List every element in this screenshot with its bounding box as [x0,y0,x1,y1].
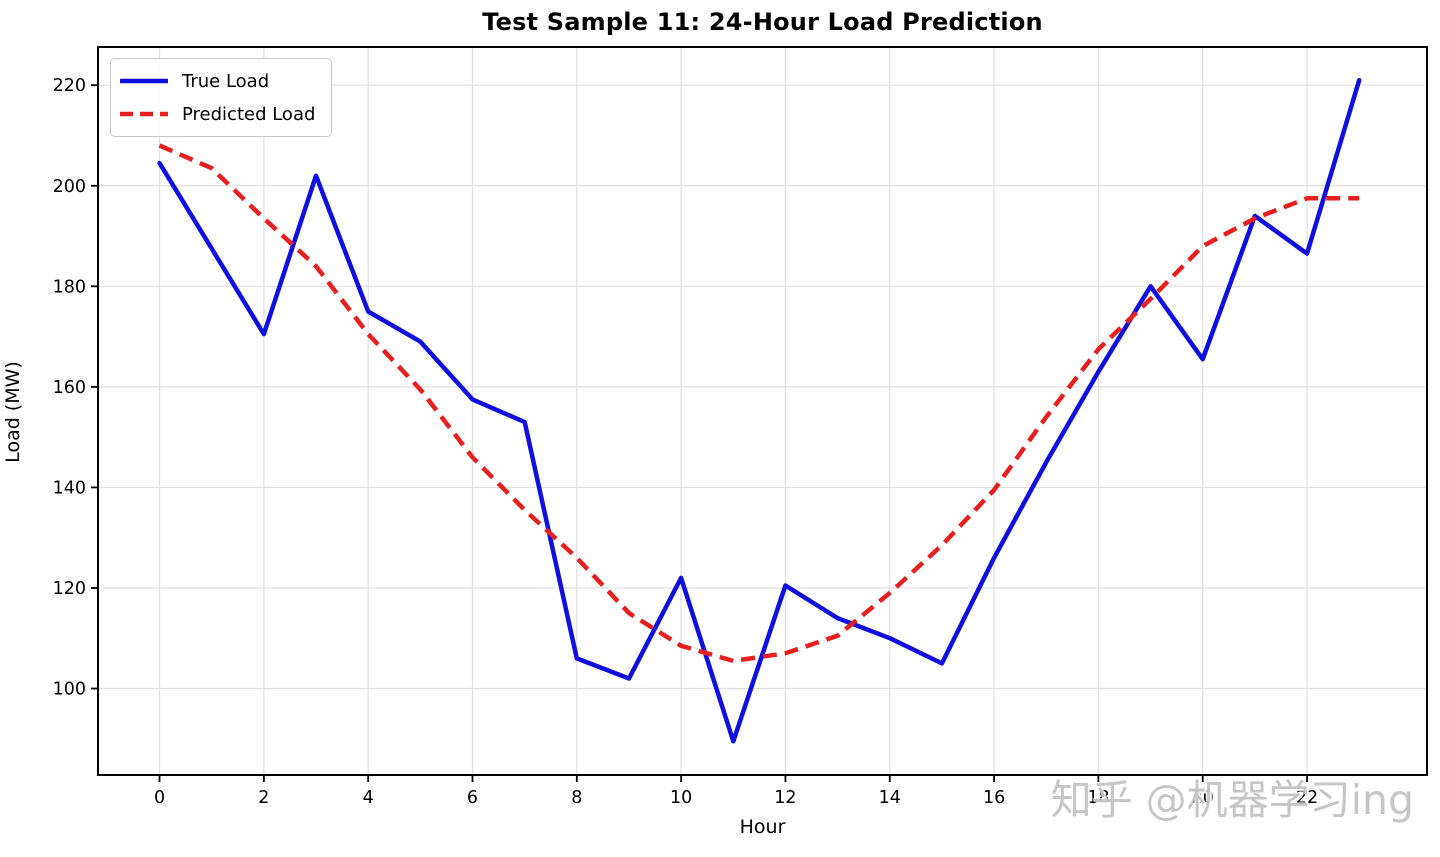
x-tick-label: 0 [154,788,165,808]
x-tick-label: 4 [363,788,374,808]
x-tick-label: 12 [774,788,796,808]
y-tick-label: 160 [53,378,86,398]
legend-item-true-load: True Load [120,68,315,94]
predicted-load-line-sample-icon [120,111,168,117]
y-tick-label: 180 [53,277,86,297]
x-axis-label: Hour [739,816,786,838]
x-tick-label: 18 [1087,788,1109,808]
y-tick-label: 100 [53,680,86,700]
y-tick-label: 120 [53,579,86,599]
x-tick-label: 2 [258,788,269,808]
x-tick-label: 16 [983,788,1005,808]
true-load-line-sample-icon [120,78,168,84]
legend-label-true-load: True Load [182,70,270,92]
legend-item-predicted-load: Predicted Load [120,101,315,127]
x-tick-label: 22 [1296,788,1318,808]
axes-spines [97,46,1428,776]
x-tick-label: 10 [670,788,692,808]
x-tick-label: 20 [1192,788,1214,808]
y-tick-label: 200 [53,177,86,197]
x-tick-label: 14 [879,788,901,808]
true-load-line [157,77,1362,744]
x-tick-label: 8 [571,788,582,808]
y-tick-label: 140 [53,478,86,498]
chart-title: Test Sample 11: 24-Hour Load Prediction [482,8,1043,36]
watermark: 知乎 @机器学习ing [1050,776,1414,824]
predicted-load-line [158,143,1360,664]
x-tick-label: 6 [467,788,478,808]
y-axis-label: Load (MW) [2,361,24,463]
y-tick-label: 220 [53,76,86,96]
legend-label-predicted-load: Predicted Load [182,103,316,125]
legend: True Load Predicted Load [110,58,333,137]
